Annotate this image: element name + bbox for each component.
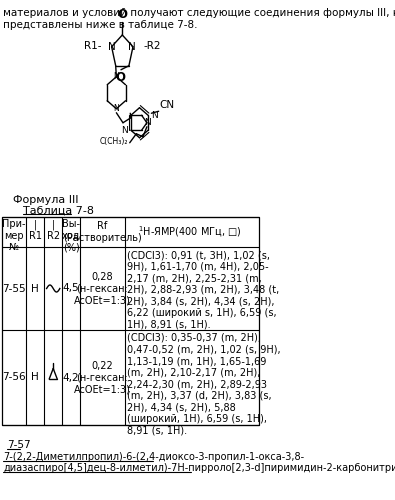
Text: 7-(2,2-Диметилпропил)-6-(2,4-диоксо-3-пропил-1-окса-3,8-: 7-(2,2-Диметилпропил)-6-(2,4-диоксо-3-пр… — [3, 452, 305, 462]
Text: (CDCl3): 0,35-0,37 (m, 2H),
0,47-0,52 (m, 2H), 1,02 (s, 9H),
1,13-1,19 (m, 1H), : (CDCl3): 0,35-0,37 (m, 2H), 0,47-0,52 (m… — [127, 333, 280, 436]
Text: Rf
(Растворитель): Rf (Растворитель) — [63, 221, 142, 243]
Text: -R2: -R2 — [143, 40, 161, 50]
Text: O: O — [117, 8, 127, 21]
Text: Таблица 7-8: Таблица 7-8 — [23, 206, 94, 216]
Text: диазаспиро[4,5]дец-8-илметил)-7H-пирроло[2,3-d]пиримидин-2-карбонитрил: диазаспиро[4,5]дец-8-илметил)-7H-пирроло… — [3, 463, 395, 473]
Text: N: N — [108, 42, 116, 51]
Text: 4,5: 4,5 — [63, 284, 79, 294]
Text: |
R2: | R2 — [47, 219, 60, 241]
Text: N: N — [113, 72, 119, 82]
Text: N: N — [113, 104, 119, 114]
Text: 4,2: 4,2 — [63, 372, 79, 382]
Text: H: H — [32, 372, 39, 382]
Text: $^1$H-ЯМР(400 МГц, □): $^1$H-ЯМР(400 МГц, □) — [138, 224, 241, 240]
Text: N: N — [144, 118, 151, 128]
Text: CN: CN — [159, 100, 175, 110]
Text: Вы-
ход
(%): Вы- ход (%) — [62, 219, 80, 252]
Text: N: N — [128, 42, 136, 51]
Text: N: N — [122, 126, 128, 135]
Text: При-
мер
№: При- мер № — [2, 219, 26, 252]
Text: представлены ниже в таблице 7-8.: представлены ниже в таблице 7-8. — [3, 20, 198, 30]
Text: материалов и условий получают следующие соединения формулы III, которые: материалов и условий получают следующие … — [3, 8, 395, 18]
Text: Формула III: Формула III — [13, 195, 79, 205]
Text: 0,22
(н-гексан:
AcOEt=1:3): 0,22 (н-гексан: AcOEt=1:3) — [74, 361, 131, 394]
Text: (CDCl3): 0,91 (t, 3H), 1,02 (s,
9H), 1,61-1,70 (m, 4H), 2,05-
2,17 (m, 2H), 2,25: (CDCl3): 0,91 (t, 3H), 1,02 (s, 9H), 1,6… — [127, 250, 279, 330]
Text: 0,28
(н-гексан:
AcOEt=1:3): 0,28 (н-гексан: AcOEt=1:3) — [74, 272, 131, 305]
Text: |
R1: | R1 — [29, 219, 42, 241]
Text: O: O — [115, 71, 125, 84]
Text: N: N — [151, 111, 158, 120]
Bar — [2, 217, 259, 425]
Text: C(CH₃)₂: C(CH₃)₂ — [100, 138, 128, 146]
Text: 7-55: 7-55 — [2, 284, 26, 294]
Text: 7-56: 7-56 — [2, 372, 26, 382]
Text: 7-57: 7-57 — [7, 440, 30, 450]
Text: R1-: R1- — [83, 40, 101, 50]
Text: H: H — [32, 284, 39, 294]
